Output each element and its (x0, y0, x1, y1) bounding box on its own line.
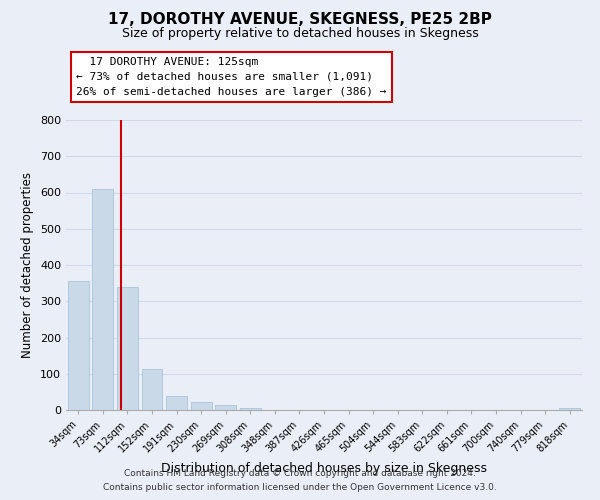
X-axis label: Distribution of detached houses by size in Skegness: Distribution of detached houses by size … (161, 462, 487, 475)
Bar (215, 405, 236, 410)
Bar (166, 396, 187, 410)
Text: Contains public sector information licensed under the Open Government Licence v3: Contains public sector information licen… (103, 484, 497, 492)
Text: 17, DOROTHY AVENUE, SKEGNESS, PE25 2BP: 17, DOROTHY AVENUE, SKEGNESS, PE25 2BP (108, 12, 492, 28)
Bar (240, 408, 261, 410)
Bar (92, 189, 113, 410)
Bar (559, 408, 580, 410)
Bar (68, 282, 89, 410)
Text: Contains HM Land Registry data © Crown copyright and database right 2024.: Contains HM Land Registry data © Crown c… (124, 468, 476, 477)
Bar (117, 287, 138, 410)
Bar (142, 369, 163, 410)
Text: 17 DOROTHY AVENUE: 125sqm
← 73% of detached houses are smaller (1,091)
26% of se: 17 DOROTHY AVENUE: 125sqm ← 73% of detac… (76, 57, 387, 97)
Text: Size of property relative to detached houses in Skegness: Size of property relative to detached ho… (122, 28, 478, 40)
Y-axis label: Number of detached properties: Number of detached properties (22, 172, 34, 358)
Bar (191, 402, 212, 410)
